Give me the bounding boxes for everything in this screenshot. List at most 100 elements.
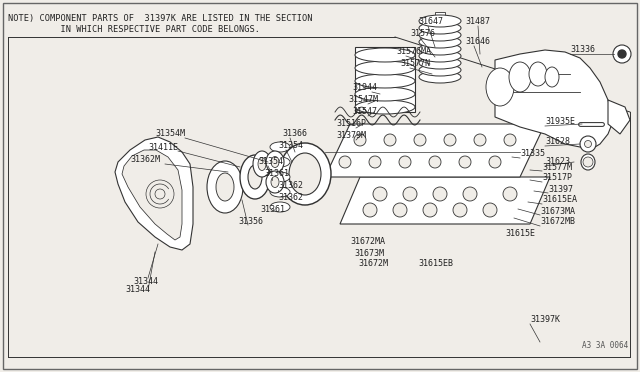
- Polygon shape: [608, 100, 630, 134]
- Ellipse shape: [509, 62, 531, 92]
- Text: 31623: 31623: [545, 157, 570, 167]
- Ellipse shape: [270, 142, 290, 152]
- Ellipse shape: [270, 187, 290, 197]
- Text: 31362: 31362: [278, 192, 303, 202]
- Circle shape: [354, 134, 366, 146]
- Text: 31335: 31335: [520, 150, 545, 158]
- Circle shape: [339, 156, 351, 168]
- Circle shape: [583, 157, 593, 167]
- Text: 31344: 31344: [133, 278, 158, 286]
- Ellipse shape: [355, 87, 415, 101]
- Text: 31672M: 31672M: [358, 260, 388, 269]
- Circle shape: [373, 187, 387, 201]
- Circle shape: [503, 187, 517, 201]
- Circle shape: [399, 156, 411, 168]
- Ellipse shape: [581, 154, 595, 170]
- Text: 31577M: 31577M: [542, 163, 572, 171]
- Circle shape: [584, 141, 591, 148]
- Polygon shape: [495, 50, 612, 150]
- Ellipse shape: [486, 68, 514, 106]
- Ellipse shape: [419, 50, 461, 62]
- Text: 31647: 31647: [418, 17, 443, 26]
- Text: 31517P: 31517P: [542, 173, 572, 183]
- Circle shape: [483, 203, 497, 217]
- Circle shape: [363, 203, 377, 217]
- Text: 31576: 31576: [410, 29, 435, 38]
- Text: 31336: 31336: [570, 45, 595, 55]
- Ellipse shape: [270, 172, 290, 182]
- Ellipse shape: [266, 151, 284, 173]
- Text: 31672MB: 31672MB: [540, 218, 575, 227]
- Polygon shape: [340, 177, 550, 224]
- Polygon shape: [435, 12, 445, 80]
- Ellipse shape: [207, 161, 243, 213]
- Ellipse shape: [258, 157, 266, 170]
- Circle shape: [463, 187, 477, 201]
- Ellipse shape: [279, 143, 331, 205]
- Ellipse shape: [419, 15, 461, 27]
- Ellipse shape: [289, 153, 321, 195]
- Text: 31935E: 31935E: [545, 118, 575, 126]
- Text: 31615EB: 31615EB: [418, 260, 453, 269]
- Text: 31628: 31628: [545, 138, 570, 147]
- Text: NOTE) COMPONENT PARTS OF  31397K ARE LISTED IN THE SECTION: NOTE) COMPONENT PARTS OF 31397K ARE LIST…: [8, 14, 312, 23]
- Ellipse shape: [270, 202, 290, 212]
- Ellipse shape: [355, 74, 415, 88]
- Circle shape: [433, 187, 447, 201]
- Circle shape: [423, 203, 437, 217]
- Text: 31366: 31366: [282, 129, 307, 138]
- Ellipse shape: [355, 61, 415, 75]
- Text: IN WHICH RESPECTIVE PART CODE BELONGS.: IN WHICH RESPECTIVE PART CODE BELONGS.: [8, 25, 260, 34]
- Circle shape: [146, 180, 174, 208]
- Ellipse shape: [419, 22, 461, 34]
- Text: 31576MA: 31576MA: [396, 48, 431, 57]
- Text: 31379M: 31379M: [336, 131, 366, 141]
- Circle shape: [369, 156, 381, 168]
- Text: 31547: 31547: [352, 108, 377, 116]
- Polygon shape: [355, 47, 415, 112]
- Text: 31361: 31361: [264, 170, 289, 179]
- Ellipse shape: [253, 151, 271, 177]
- Text: 31615EA: 31615EA: [542, 196, 577, 205]
- Circle shape: [580, 136, 596, 152]
- Text: 31397K: 31397K: [530, 315, 560, 324]
- Ellipse shape: [355, 48, 415, 62]
- Text: 31411E: 31411E: [148, 142, 178, 151]
- Ellipse shape: [419, 29, 461, 41]
- Text: 31615E: 31615E: [505, 230, 535, 238]
- Ellipse shape: [271, 176, 279, 187]
- Ellipse shape: [545, 67, 559, 87]
- Text: 31673M: 31673M: [354, 248, 384, 257]
- Text: 31354: 31354: [258, 157, 283, 167]
- Circle shape: [504, 134, 516, 146]
- Circle shape: [444, 134, 456, 146]
- Circle shape: [613, 45, 631, 63]
- Circle shape: [618, 50, 626, 58]
- Ellipse shape: [419, 43, 461, 55]
- Text: 31577N: 31577N: [400, 60, 430, 68]
- Text: 31344: 31344: [125, 285, 150, 295]
- Circle shape: [459, 156, 471, 168]
- Ellipse shape: [240, 155, 270, 199]
- Ellipse shape: [529, 62, 547, 86]
- Text: 31516P: 31516P: [336, 119, 366, 128]
- Polygon shape: [122, 150, 182, 240]
- Circle shape: [453, 203, 467, 217]
- Ellipse shape: [355, 100, 415, 114]
- Ellipse shape: [248, 165, 262, 189]
- Ellipse shape: [419, 57, 461, 69]
- Ellipse shape: [216, 173, 234, 201]
- Text: 31362M: 31362M: [130, 155, 160, 164]
- Text: 31397: 31397: [548, 185, 573, 193]
- Text: 31361: 31361: [260, 205, 285, 214]
- Text: 31356: 31356: [238, 217, 263, 225]
- Ellipse shape: [419, 64, 461, 76]
- Polygon shape: [115, 137, 193, 250]
- Circle shape: [403, 187, 417, 201]
- Text: 31672MA: 31672MA: [350, 237, 385, 247]
- Circle shape: [414, 134, 426, 146]
- Ellipse shape: [271, 157, 279, 167]
- Text: 31354M: 31354M: [155, 129, 185, 138]
- Text: 31362: 31362: [278, 182, 303, 190]
- Ellipse shape: [419, 71, 461, 83]
